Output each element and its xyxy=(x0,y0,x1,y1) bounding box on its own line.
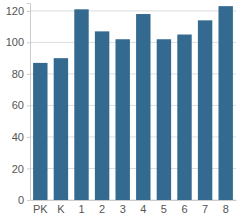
grid-line xyxy=(30,10,236,11)
bar xyxy=(218,6,232,200)
y-tick-mark xyxy=(27,11,30,12)
bar xyxy=(74,9,88,200)
bar xyxy=(115,39,129,200)
x-tick-label: 6 xyxy=(181,203,187,215)
y-tick-label: 20 xyxy=(12,163,24,175)
bar xyxy=(95,31,109,200)
x-tick: 4 xyxy=(140,200,146,215)
bar xyxy=(136,14,150,200)
y-tick: 80 xyxy=(12,68,30,80)
x-tick-label: 7 xyxy=(202,203,208,215)
x-tick: 7 xyxy=(202,200,208,215)
y-axis-line xyxy=(27,4,31,201)
x-tick-label: 2 xyxy=(99,203,105,215)
y-tick-mark xyxy=(27,200,30,201)
y-tick-label: 0 xyxy=(18,194,24,206)
x-tick: 3 xyxy=(120,200,126,215)
y-tick-mark xyxy=(27,137,30,138)
y-axis: 0 20 40 60 80 100 120 xyxy=(6,4,31,207)
bars xyxy=(33,6,233,200)
x-tick: 6 xyxy=(181,200,187,215)
y-tick: 120 xyxy=(6,5,30,17)
chart: 0 20 40 60 80 100 120 PK K 1 2 3 4 5 6 7 8 xyxy=(0,0,240,220)
y-tick-label: 100 xyxy=(6,36,24,48)
y-tick-label: 120 xyxy=(6,5,24,17)
y-tick-mark xyxy=(27,74,30,75)
x-tick-label: PK xyxy=(33,203,48,215)
y-tick: 40 xyxy=(12,131,30,143)
grid xyxy=(30,11,236,200)
y-tick: 0 xyxy=(18,194,30,206)
y-tick-mark xyxy=(27,168,30,169)
y-tick-label: 80 xyxy=(12,68,24,80)
y-tick-mark xyxy=(27,42,30,43)
x-tick-label: 3 xyxy=(120,203,126,215)
bar xyxy=(177,35,191,200)
x-tick: 5 xyxy=(161,200,167,215)
bar xyxy=(33,63,47,200)
bar xyxy=(198,20,212,200)
x-tick: PK xyxy=(33,200,48,215)
y-tick: 20 xyxy=(12,163,30,175)
x-tick-label: 1 xyxy=(78,203,84,215)
x-tick-label: 4 xyxy=(140,203,146,215)
bar xyxy=(157,39,171,200)
y-tick: 60 xyxy=(12,99,30,111)
y-tick-mark xyxy=(27,105,30,106)
x-axis-line xyxy=(31,200,237,201)
x-tick: K xyxy=(57,200,65,215)
x-tick: 1 xyxy=(78,200,84,215)
x-tick-label: K xyxy=(57,203,65,215)
bar xyxy=(54,58,68,200)
y-tick-label: 60 xyxy=(12,99,24,111)
x-tick: 8 xyxy=(223,200,229,215)
x-tick-label: 5 xyxy=(161,203,167,215)
x-tick-label: 8 xyxy=(223,203,229,215)
y-tick-label: 40 xyxy=(12,131,24,143)
x-axis: PK K 1 2 3 4 5 6 7 8 xyxy=(31,200,237,215)
x-tick: 2 xyxy=(99,200,105,215)
y-tick: 100 xyxy=(6,36,30,48)
